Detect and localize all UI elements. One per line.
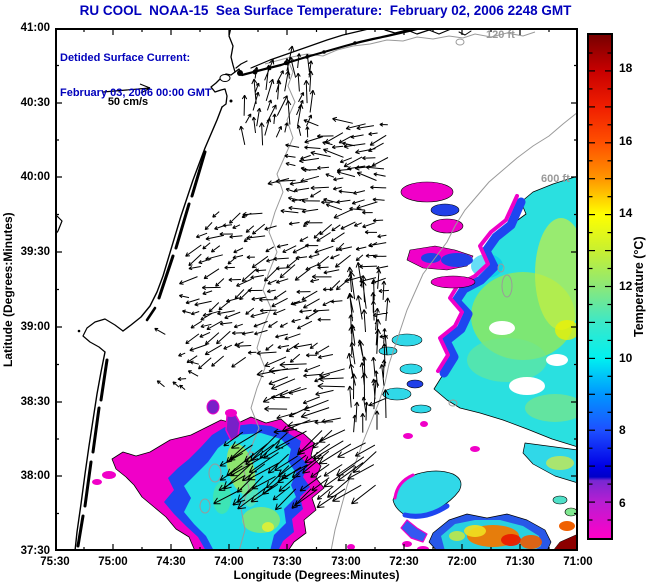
colorbar — [587, 33, 613, 540]
coastline — [55, 28, 472, 551]
figure-title: RU COOL NOAA-15 Sea Surface Temperature:… — [79, 3, 572, 18]
current-annotation-line1: Detided Surface Current: — [60, 52, 191, 64]
y-tick-label: 38:30 — [20, 396, 50, 408]
y-tick-label: 39:00 — [20, 321, 50, 333]
y-tick-label: 41:00 — [20, 22, 50, 34]
colorbar-tick-label: 8 — [619, 423, 626, 438]
current-vectors — [154, 45, 391, 511]
x-tick-label: 71:00 — [563, 556, 593, 568]
colorbar-ticks — [589, 52, 611, 521]
y-tick-label: 40:30 — [20, 97, 50, 109]
depth-contour-label-120ft: 120 ft — [486, 29, 515, 41]
y-tick-label: 39:30 — [20, 246, 50, 258]
current-annotation-line2: February 03, 2006 00:00 GMT — [60, 86, 212, 99]
x-tick-label: 71:30 — [505, 556, 535, 568]
scale-arrow-label: 50 cm/s — [107, 96, 149, 108]
x-tick-label: 72:30 — [389, 556, 419, 568]
colorbar-tick-label: 6 — [619, 495, 626, 510]
x-tick-label: 74:30 — [156, 556, 186, 568]
colorbar-tick-label: 18 — [619, 61, 633, 76]
x-tick-label: 75:30 — [40, 556, 70, 568]
depth-contour-label-600ft: 600 ft — [541, 173, 570, 185]
colorbar-tick-label: 16 — [619, 133, 633, 148]
colorbar-tick-label: 10 — [619, 350, 633, 365]
x-tick-label: 73:00 — [331, 556, 361, 568]
y-tick-label: 37:30 — [20, 545, 50, 557]
sst-field — [92, 175, 578, 551]
current-annotation: Detided Surface Current: February 03, 20… — [60, 30, 212, 111]
colorbar-title: Temperature (°C) — [632, 236, 646, 337]
x-tick-label: 75:00 — [98, 556, 128, 568]
colorbar-tick-label: 14 — [619, 206, 633, 221]
x-tick-label: 74:00 — [214, 556, 244, 568]
x-tick-label: 73:30 — [272, 556, 302, 568]
scale-arrow — [102, 83, 151, 94]
y-tick-label: 38:00 — [20, 470, 50, 482]
colorbar-tick-label: 12 — [619, 278, 633, 293]
x-axis-label: Longitude (Degrees:Minutes) — [233, 568, 400, 582]
y-tick-label: 40:00 — [20, 171, 50, 183]
x-tick-label: 72:00 — [447, 556, 477, 568]
